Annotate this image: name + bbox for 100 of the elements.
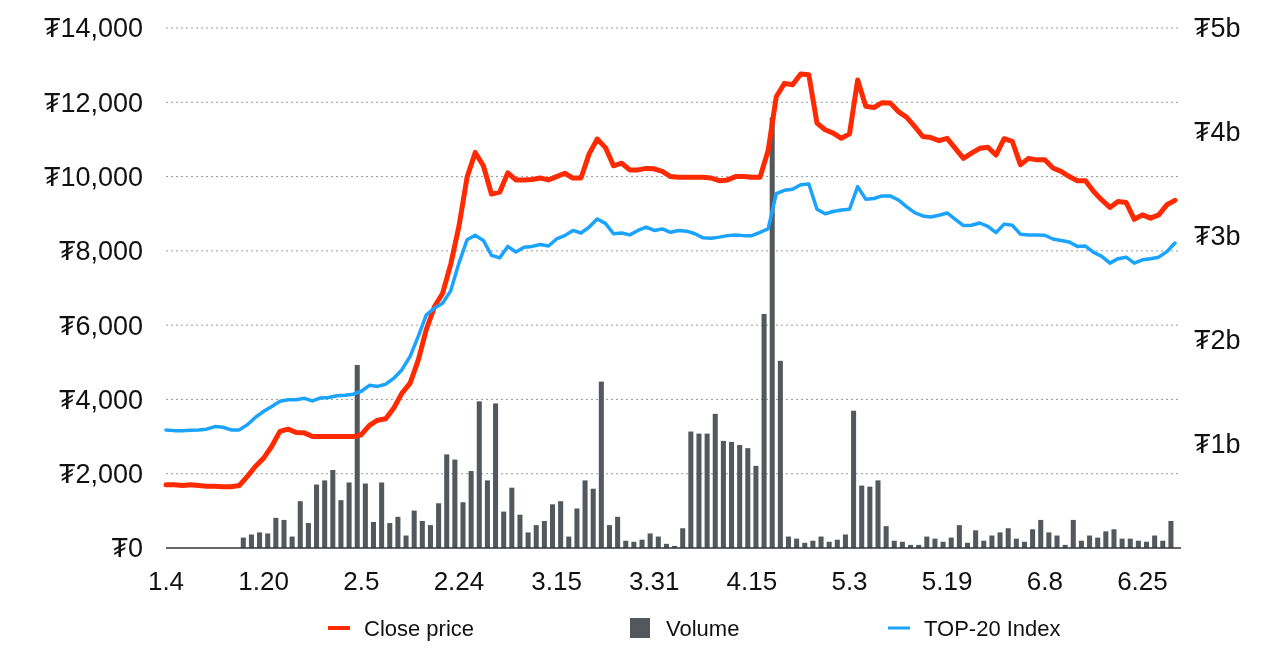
bar xyxy=(1005,528,1011,548)
bar xyxy=(842,534,848,548)
bar xyxy=(1038,519,1044,548)
x-tick-label: 6.8 xyxy=(1026,566,1063,596)
bar xyxy=(395,516,401,548)
bar xyxy=(639,539,645,548)
x-tick-label: 4.15 xyxy=(726,566,778,596)
y-tick-label: ₮12,000 xyxy=(43,87,143,118)
y-tick-label: ₮6,000 xyxy=(58,310,143,341)
y2-tick-label: ₮3b xyxy=(1194,221,1241,252)
bar xyxy=(704,433,710,548)
bar xyxy=(305,523,311,548)
y-tick-label: ₮14,000 xyxy=(43,13,143,44)
bar xyxy=(688,431,694,548)
legend-label: Close price xyxy=(364,616,475,641)
bar xyxy=(509,487,515,548)
y-tick-label: ₮10,000 xyxy=(43,162,143,193)
bar xyxy=(493,403,499,548)
bar xyxy=(452,459,458,548)
x-tick-label: 2.24 xyxy=(433,566,485,596)
bar xyxy=(729,441,735,548)
bar xyxy=(370,522,377,548)
bar xyxy=(875,480,881,548)
x-tick-label: 1.4 xyxy=(147,566,185,596)
y2-tick-label: ₮4b xyxy=(1194,117,1241,148)
y-tick-label: ₮2,000 xyxy=(58,459,143,490)
bar xyxy=(1046,532,1052,548)
bar xyxy=(590,488,596,548)
bar xyxy=(647,533,653,548)
bar xyxy=(558,501,564,548)
bar xyxy=(761,314,767,548)
bar xyxy=(973,530,979,548)
x-tick-label: 1.20 xyxy=(238,566,289,596)
y2-tick-label: ₮5b xyxy=(1194,13,1241,44)
bar xyxy=(615,516,621,548)
bar xyxy=(598,381,604,548)
line-series xyxy=(164,182,1177,433)
bar xyxy=(696,433,702,548)
bar xyxy=(745,448,751,548)
x-tick-label: 3.31 xyxy=(628,566,680,596)
bar xyxy=(379,482,385,548)
legend-label: TOP-20 Index xyxy=(924,616,1061,641)
bar xyxy=(867,486,873,548)
y2-tick-label: ₮1b xyxy=(1194,429,1241,460)
bar xyxy=(265,533,271,548)
bar xyxy=(753,465,759,548)
y-tick-label: ₮4,000 xyxy=(58,384,143,415)
bar xyxy=(330,470,336,548)
bar xyxy=(362,483,368,548)
bar xyxy=(1030,529,1036,548)
bar xyxy=(338,500,344,548)
bar xyxy=(1103,531,1109,548)
bar xyxy=(346,482,352,548)
bar xyxy=(387,523,393,548)
bar xyxy=(484,480,490,548)
bar xyxy=(248,534,254,548)
bar xyxy=(354,364,360,548)
x-tick-label: 2.5 xyxy=(343,566,380,596)
bar xyxy=(444,454,450,548)
bar xyxy=(582,480,588,548)
bar xyxy=(1070,519,1076,548)
bar xyxy=(525,532,531,548)
bar xyxy=(314,484,320,548)
bar xyxy=(883,526,889,548)
bar xyxy=(533,525,539,548)
bar xyxy=(777,360,783,548)
bar xyxy=(436,503,442,548)
bar xyxy=(859,485,865,548)
bar xyxy=(1168,520,1174,548)
bar xyxy=(297,501,303,548)
bar xyxy=(997,532,1003,548)
bar xyxy=(257,532,263,548)
bar xyxy=(769,117,775,548)
y-tick-label: ₮0 xyxy=(111,533,143,564)
bar xyxy=(680,528,686,548)
bar xyxy=(574,508,580,548)
legend-label: Volume xyxy=(666,616,740,641)
bar xyxy=(322,480,328,548)
bar xyxy=(411,510,417,548)
bar xyxy=(427,525,433,548)
bar xyxy=(549,504,556,548)
bar xyxy=(281,519,287,548)
bar xyxy=(476,401,482,548)
bar xyxy=(541,520,547,548)
bar xyxy=(501,511,507,548)
bar xyxy=(419,520,425,548)
bar xyxy=(851,410,857,548)
bar xyxy=(1054,535,1060,548)
x-tick-label: 5.19 xyxy=(921,566,973,596)
bar xyxy=(460,502,466,548)
bar xyxy=(273,517,279,548)
bar xyxy=(737,445,743,548)
bar xyxy=(517,514,523,548)
x-tick-label: 3.15 xyxy=(531,566,582,596)
x-tick-label: 6.25 xyxy=(1117,566,1168,596)
y-tick-label: ₮8,000 xyxy=(58,236,143,267)
bar xyxy=(712,413,718,548)
bar xyxy=(606,525,612,548)
bar xyxy=(956,525,962,548)
bar xyxy=(468,471,474,548)
